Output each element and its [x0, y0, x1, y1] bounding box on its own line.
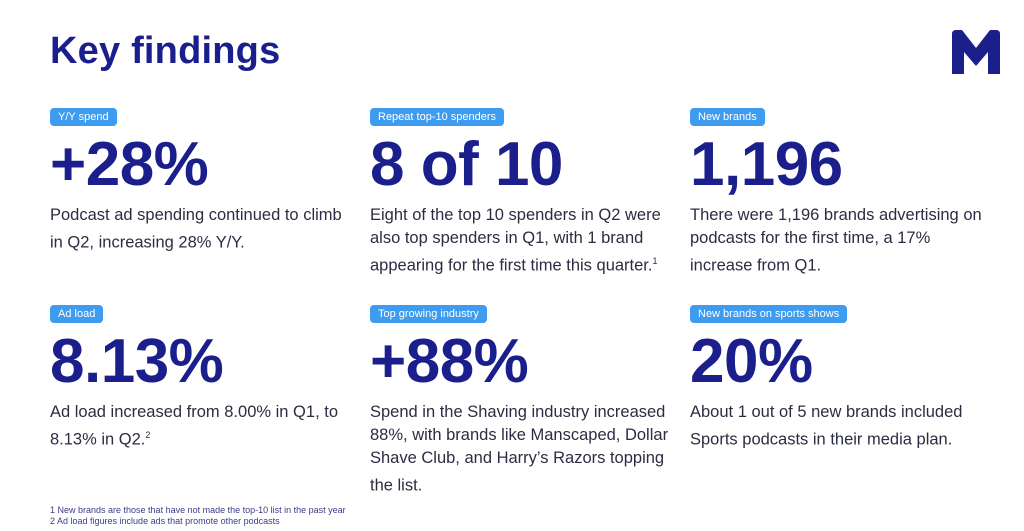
finding-description: Ad load increased from 8.00% in Q1, to 8…: [50, 403, 338, 449]
finding-card-repeat-spenders: Repeat top-10 spenders 8 of 10 Eight of …: [370, 107, 670, 278]
finding-badge: New brands on sports shows: [690, 305, 848, 323]
finding-description: Spend in the Shaving industry increased …: [370, 403, 669, 495]
finding-badge: Y/Y spend: [50, 108, 117, 126]
footnote-ref: 2: [145, 430, 151, 440]
footnote-2: 2 Ad load figures include ads that promo…: [50, 516, 280, 526]
m-logo-icon: [952, 30, 1000, 74]
page-title: Key findings: [50, 30, 281, 72]
finding-description: About 1 out of 5 new brands included Spo…: [690, 403, 963, 449]
finding-card-top-growing-industry: Top growing industry +88% Spend in the S…: [370, 304, 670, 498]
finding-description: There were 1,196 brands advertising on p…: [690, 206, 982, 275]
finding-stat: +88%: [370, 327, 529, 396]
finding-stat: 8 of 10: [370, 130, 563, 199]
footnote-ref: 1: [652, 256, 658, 266]
finding-description: Podcast ad spending continued to climb i…: [50, 206, 342, 252]
finding-badge: Top growing industry: [370, 305, 487, 323]
finding-stat: 8.13%: [50, 327, 224, 396]
finding-badge: Repeat top-10 spenders: [370, 108, 505, 126]
finding-description: Eight of the top 10 spenders in Q2 were …: [370, 206, 661, 275]
finding-card-sports-shows: New brands on sports shows 20% About 1 o…: [690, 304, 990, 452]
finding-badge: Ad load: [50, 305, 104, 323]
finding-stat: +28%: [50, 130, 209, 199]
finding-card-yy-spend: Y/Y spend +28% Podcast ad spending conti…: [50, 107, 350, 255]
finding-badge: New brands: [690, 108, 765, 126]
finding-card-new-brands: New brands 1,196 There were 1,196 brands…: [690, 107, 990, 278]
footnote-1: 1 New brands are those that have not mad…: [50, 505, 346, 515]
footnotes: 1 New brands are those that have not mad…: [50, 505, 346, 527]
finding-card-ad-load: Ad load 8.13% Ad load increased from 8.0…: [50, 304, 350, 452]
finding-stat: 1,196: [690, 130, 843, 199]
finding-stat: 20%: [690, 327, 813, 396]
